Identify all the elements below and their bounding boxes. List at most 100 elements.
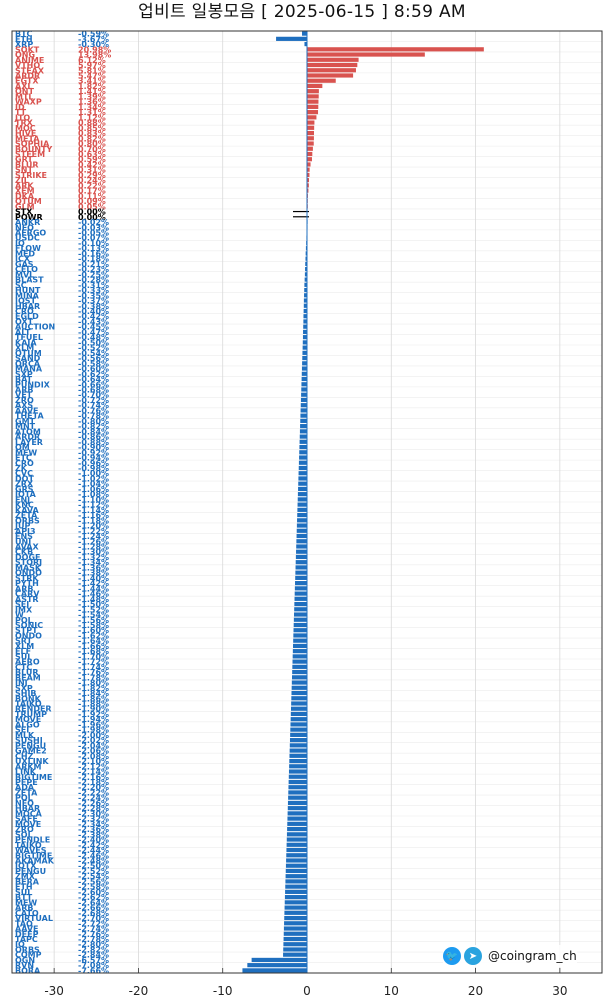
bar-ckb bbox=[296, 549, 307, 554]
row-value: -0.54% bbox=[78, 349, 109, 358]
row-label: SOPHIA bbox=[15, 140, 50, 149]
bar-imx bbox=[294, 607, 307, 612]
bar-move bbox=[290, 717, 307, 722]
row-label: AVAX bbox=[15, 542, 39, 551]
row-label: ALT bbox=[15, 328, 31, 337]
row-value: -0.92% bbox=[78, 448, 109, 457]
row-label: ARDR bbox=[15, 433, 40, 442]
row-label: XRP bbox=[15, 40, 33, 49]
row-value: 1.41% bbox=[78, 87, 106, 96]
row-label: ANKR bbox=[15, 218, 40, 227]
row-label: ETH bbox=[15, 35, 33, 44]
row-value: -0.16% bbox=[78, 249, 109, 258]
row-label: TAIKO bbox=[15, 841, 42, 850]
row-value: -1.72% bbox=[78, 658, 109, 667]
row-label: BLUR bbox=[15, 668, 39, 677]
row-label: ONT bbox=[15, 87, 34, 96]
bar-pundix bbox=[301, 382, 307, 387]
row-label: CRO bbox=[15, 459, 34, 468]
row-value: -2.30% bbox=[78, 809, 109, 818]
bar-auction bbox=[303, 324, 307, 329]
bar-etc bbox=[299, 455, 307, 460]
row-label: MED bbox=[15, 249, 35, 258]
row-label: RVN bbox=[15, 961, 34, 970]
row-label: UNI bbox=[15, 537, 31, 546]
row-label: TT bbox=[15, 108, 27, 117]
row-value: -2.42% bbox=[78, 841, 109, 850]
row-value: -0.48% bbox=[78, 333, 109, 342]
row-value: -0.33% bbox=[78, 286, 109, 295]
row-label: INJ bbox=[15, 679, 28, 688]
row-label: MEW bbox=[15, 448, 37, 457]
bar-taiko bbox=[291, 701, 307, 706]
bar-comp bbox=[283, 952, 307, 957]
bar-mew bbox=[299, 450, 307, 455]
row-label: ARB bbox=[15, 904, 33, 913]
row-value: -0.74% bbox=[78, 401, 109, 410]
row-value: -1.56% bbox=[78, 616, 109, 625]
row-value: -2.66% bbox=[78, 904, 109, 913]
row-label: ADA bbox=[15, 783, 35, 792]
row-value: 20.98% bbox=[78, 45, 111, 54]
row-label: XEM bbox=[15, 187, 35, 196]
bar-hunt bbox=[304, 287, 307, 293]
bar-anime bbox=[307, 57, 359, 62]
row-value: -1.44% bbox=[78, 584, 109, 593]
bar-doge bbox=[295, 554, 307, 560]
row-value: -1.58% bbox=[78, 621, 109, 630]
row-value: -1.88% bbox=[78, 699, 109, 708]
bar-arb bbox=[284, 905, 307, 910]
row-value: -1.92% bbox=[78, 710, 109, 719]
row-value: -0.47% bbox=[78, 328, 109, 337]
row-value: -1.42% bbox=[78, 579, 109, 588]
row-value: -0.28% bbox=[78, 276, 109, 285]
row-value: -1.08% bbox=[78, 490, 109, 499]
bar-pengu bbox=[285, 868, 307, 874]
bar-zeta bbox=[297, 512, 307, 518]
bar-cro bbox=[303, 308, 307, 314]
row-value: -2.82% bbox=[78, 945, 109, 954]
bar-hbar bbox=[287, 806, 307, 811]
row-value: 1.34% bbox=[78, 103, 106, 112]
row-value: 1.39% bbox=[78, 92, 106, 101]
chart-title: 업비트 일봉모음 [ 2025-06-15 ] 8:59 AM bbox=[138, 2, 466, 22]
row-value: -1.90% bbox=[78, 705, 109, 714]
row-label: SEI bbox=[15, 726, 29, 735]
bar-bora bbox=[242, 968, 307, 973]
bar-orbs bbox=[283, 947, 307, 952]
row-value: -2.04% bbox=[78, 741, 109, 750]
bar-cato bbox=[284, 910, 307, 915]
row-value: 0.05% bbox=[78, 202, 106, 211]
row-label: BORA bbox=[15, 966, 41, 975]
bar-move bbox=[287, 821, 307, 826]
row-value: 0.00% bbox=[78, 213, 106, 222]
row-value: -0.23% bbox=[78, 265, 109, 274]
bar-beam bbox=[291, 675, 307, 680]
row-label: ANIME bbox=[15, 56, 44, 65]
row-value: -0.68% bbox=[78, 385, 109, 394]
row-value: -2.60% bbox=[78, 888, 109, 897]
row-label: PUNDIX bbox=[15, 380, 51, 389]
row-value: -0.88% bbox=[78, 438, 109, 447]
row-label: ZRX bbox=[15, 480, 34, 489]
row-label: OGN bbox=[15, 956, 35, 965]
bar-pyth bbox=[295, 581, 307, 586]
row-value: -0.94% bbox=[78, 454, 109, 463]
row-value: -0.70% bbox=[78, 391, 109, 400]
bar-sui bbox=[285, 889, 307, 894]
bar-mana bbox=[301, 366, 307, 371]
row-label: VIRTUAL bbox=[15, 914, 53, 923]
row-value: -1.50% bbox=[78, 600, 109, 609]
row-value: -0.25% bbox=[78, 270, 109, 279]
row-label: MLK bbox=[15, 731, 35, 740]
bar-sui bbox=[292, 654, 307, 659]
row-value: 0.59% bbox=[78, 155, 106, 164]
row-value: -0.78% bbox=[78, 412, 109, 421]
bar-zrx bbox=[298, 481, 307, 486]
row-label: SHIB bbox=[15, 689, 37, 698]
bar-arb bbox=[294, 586, 307, 591]
bar-aero bbox=[292, 659, 307, 664]
row-label: ELF bbox=[15, 647, 31, 656]
row-label: ONG bbox=[15, 51, 35, 60]
row-label: DOT bbox=[15, 474, 34, 483]
